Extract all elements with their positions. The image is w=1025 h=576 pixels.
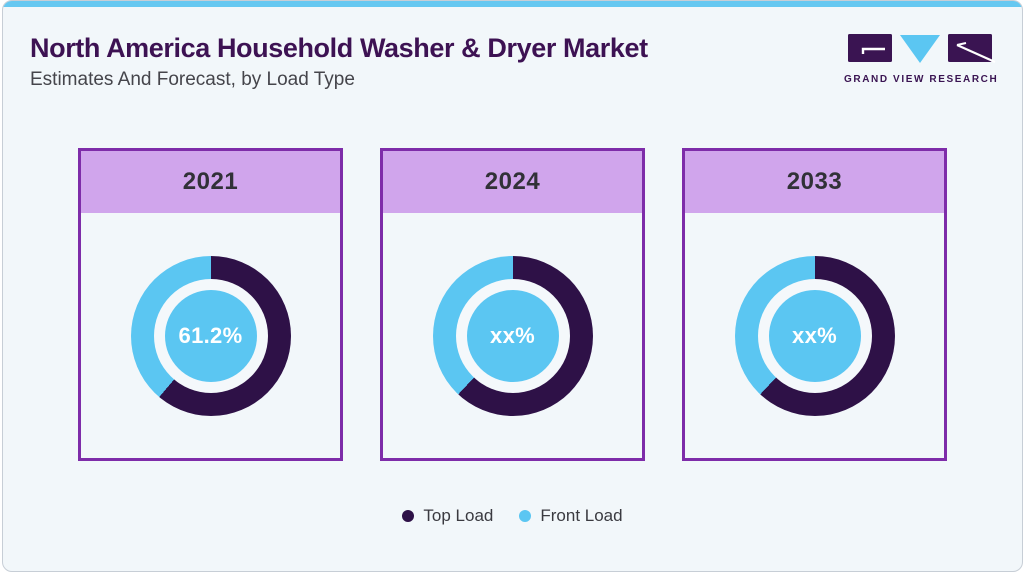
card-year-label: 2033 — [786, 168, 843, 195]
donut-card-2024: 2024 xx% — [380, 148, 645, 461]
card-year-label: 2021 — [182, 168, 239, 195]
donut-chart-2024: xx% — [432, 255, 593, 416]
gvr-logo: GRAND VIEW RESEARCH — [844, 33, 999, 85]
card-header: 2024 — [383, 151, 642, 213]
donut-center-circle: xx% — [768, 289, 861, 382]
card-header: 2021 — [81, 151, 340, 213]
donut-cards-row: 2021 61.2% 2024 xx% — [78, 148, 947, 461]
legend-item-top-load: Top Load — [402, 506, 493, 526]
legend-item-front-load: Front Load — [519, 506, 623, 526]
gvr-logo-text: GRAND VIEW RESEARCH — [844, 74, 999, 85]
legend-dot-top-load-icon — [402, 510, 415, 522]
donut-center-circle: 61.2% — [164, 289, 257, 382]
title-block: North America Household Washer & Dryer M… — [30, 27, 648, 91]
card-body: xx% — [383, 213, 642, 458]
card-year-label: 2024 — [484, 168, 541, 195]
legend-label: Top Load — [423, 506, 494, 525]
chart-legend: Top Load Front Load — [3, 506, 1022, 526]
card-body: 61.2% — [81, 213, 340, 458]
donut-center-value: 61.2% — [178, 322, 243, 348]
donut-center-value: xx% — [490, 322, 535, 348]
donut-card-2021: 2021 61.2% — [78, 148, 343, 461]
donut-chart-2033: xx% — [734, 255, 895, 416]
card-body: xx% — [685, 213, 944, 458]
donut-center-value: xx% — [792, 322, 837, 348]
donut-chart-2021: 61.2% — [130, 255, 291, 416]
page-title: North America Household Washer & Dryer M… — [30, 33, 648, 63]
header: North America Household Washer & Dryer M… — [3, 7, 1022, 91]
gvr-logo-icon — [848, 34, 996, 64]
legend-dot-front-load-icon — [519, 510, 532, 522]
donut-center-circle: xx% — [466, 289, 559, 382]
card-header: 2033 — [685, 151, 944, 213]
page-subtitle: Estimates And Forecast, by Load Type — [30, 69, 355, 90]
legend-label: Front Load — [540, 506, 623, 525]
top-accent-bar — [3, 1, 1022, 7]
donut-card-2033: 2033 xx% — [682, 148, 947, 461]
